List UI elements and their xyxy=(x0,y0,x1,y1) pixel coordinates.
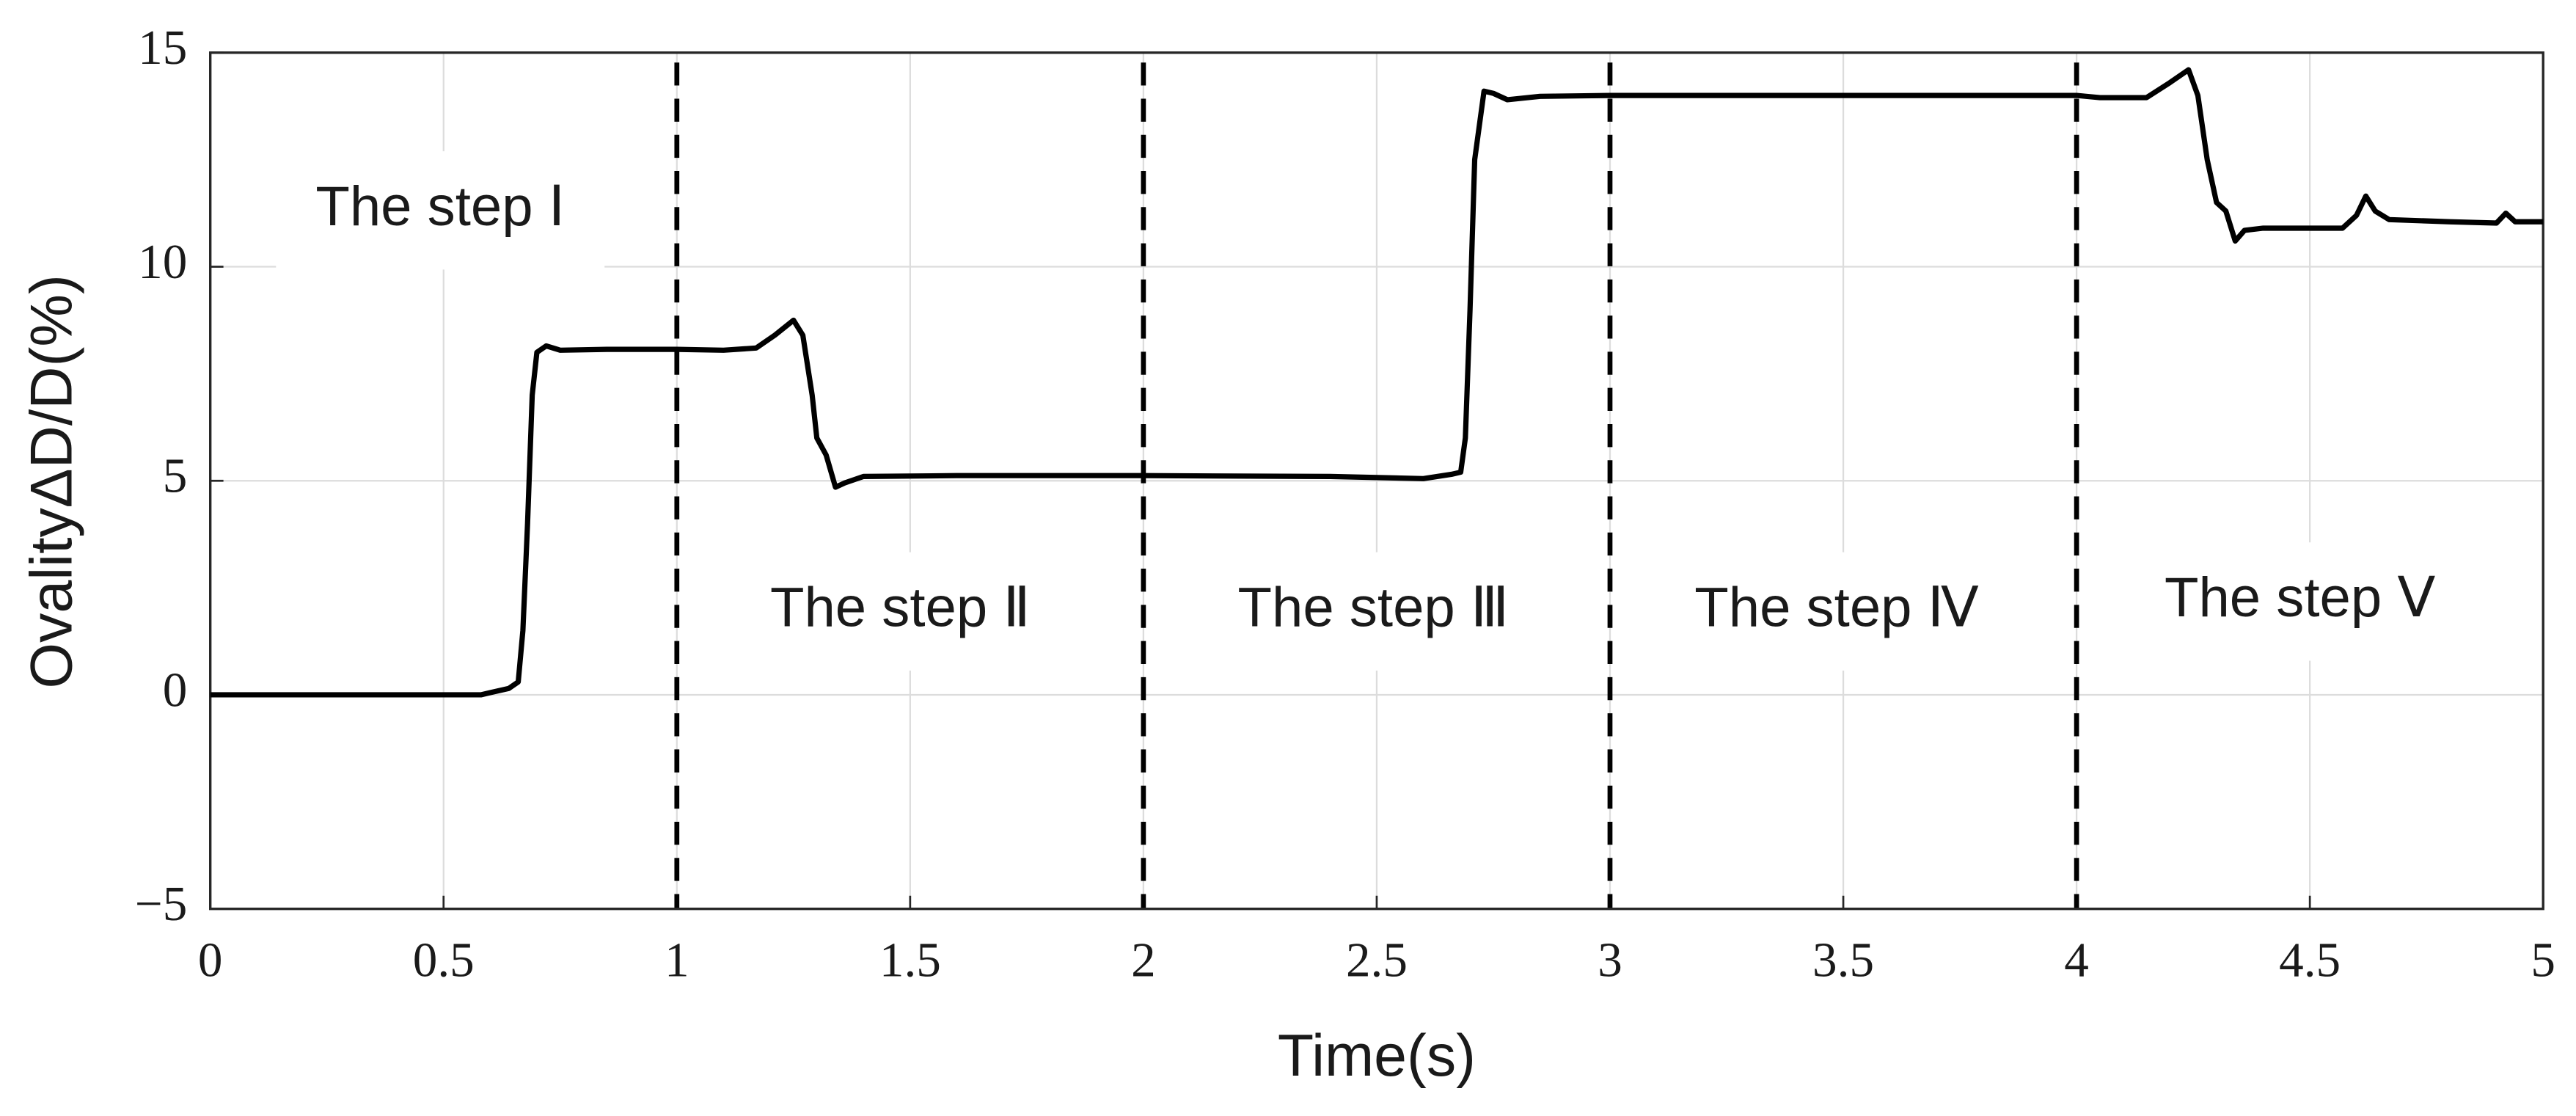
x-tick-label: 5 xyxy=(2531,932,2555,987)
y-tick-label: 0 xyxy=(163,662,188,717)
x-tick-label: 2.5 xyxy=(1346,932,1408,987)
annotation: The step Ⅰ xyxy=(315,175,565,238)
x-tick-label: 4 xyxy=(2064,932,2089,987)
x-tick-label: 4.5 xyxy=(2279,932,2341,987)
annotation-background xyxy=(736,552,1065,671)
y-tick-label: 10 xyxy=(138,234,187,289)
y-tick-label: 15 xyxy=(138,20,187,75)
annotation: The step Ⅱ xyxy=(770,576,1031,638)
annotation-background xyxy=(1672,552,2002,671)
y-tick-label: 5 xyxy=(163,448,188,503)
x-tick-label: 1.5 xyxy=(879,932,941,987)
annotation-background xyxy=(2135,542,2465,661)
annotation-background xyxy=(276,151,605,270)
x-axis-label: Time(s) xyxy=(1278,1023,1476,1089)
annotation: The step Ⅳ xyxy=(1694,576,1979,638)
annotation: The step Ⅴ xyxy=(2165,566,2436,629)
x-tick-label: 2 xyxy=(1131,932,1156,987)
y-tick-label: −5 xyxy=(135,876,188,931)
x-tick-label: 1 xyxy=(665,932,689,987)
x-tick-label: 0 xyxy=(198,932,223,987)
annotation-background xyxy=(1209,552,1538,671)
plot-frame xyxy=(209,51,2544,911)
x-tick-label: 3.5 xyxy=(1812,932,1874,987)
x-tick-label: 3 xyxy=(1598,932,1622,987)
annotation: The step Ⅲ xyxy=(1238,576,1510,638)
data-line xyxy=(210,67,2544,698)
x-tick-label: 0.5 xyxy=(413,932,475,987)
y-axis-label: OvalityΔD/D(%) xyxy=(18,274,84,688)
